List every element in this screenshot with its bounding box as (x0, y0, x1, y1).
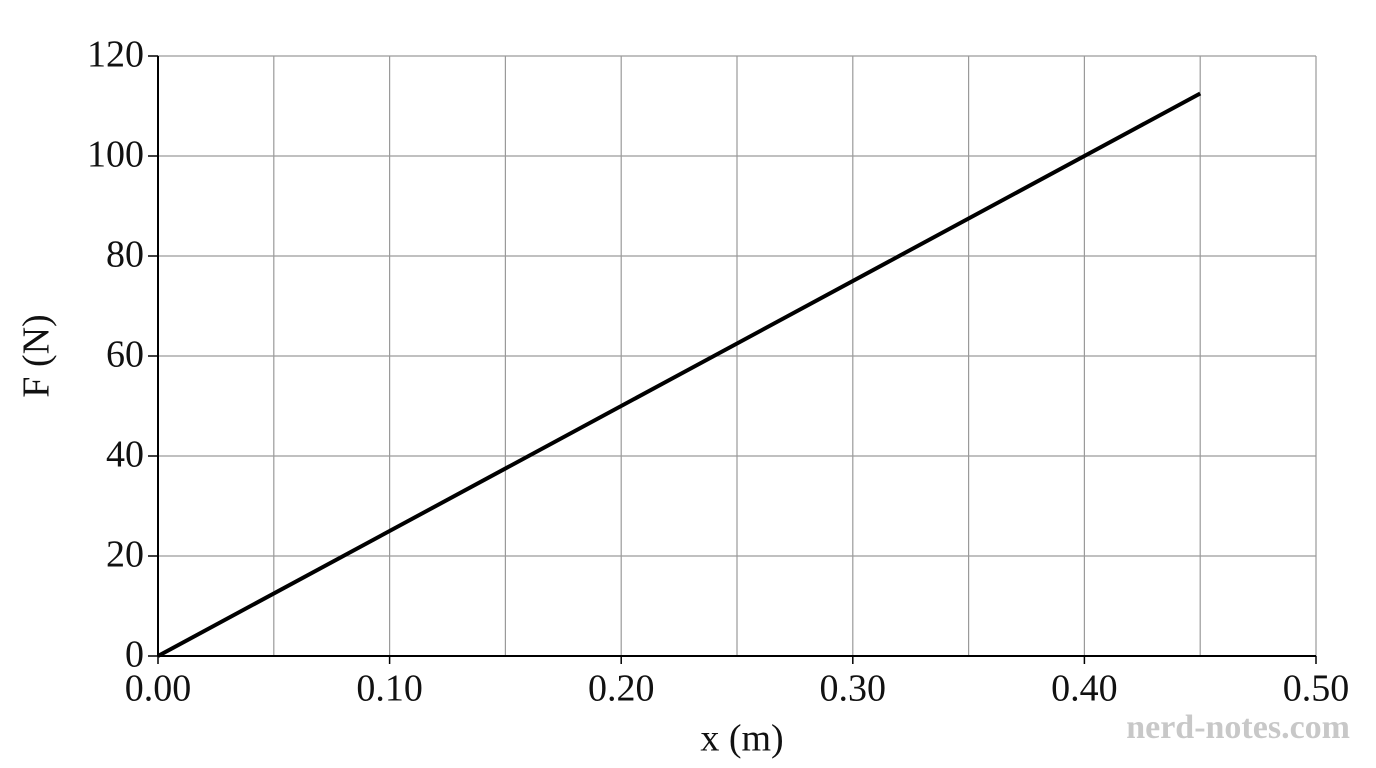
y-tick-label: 0 (125, 634, 144, 676)
y-tick-label: 60 (106, 334, 144, 376)
y-tick-label: 40 (106, 434, 144, 476)
x-tick-label: 0.00 (125, 668, 192, 710)
watermark: nerd-notes.com (1126, 709, 1350, 746)
x-tick-label: 0.30 (820, 668, 887, 710)
y-tick-label: 80 (106, 234, 144, 276)
data-line (157, 91, 1202, 658)
x-tick-label: 0.10 (356, 668, 423, 710)
x-tick-label: 0.50 (1283, 668, 1350, 710)
x-tick-label: 0.20 (588, 668, 655, 710)
y-axis-label: F (N) (16, 314, 58, 397)
x-tick-label: 0.40 (1051, 668, 1118, 710)
y-tick-label: 20 (106, 534, 144, 576)
y-tick-label: 100 (87, 134, 144, 176)
y-tick-label: 120 (87, 34, 144, 76)
x-axis-label: x (m) (700, 718, 783, 760)
